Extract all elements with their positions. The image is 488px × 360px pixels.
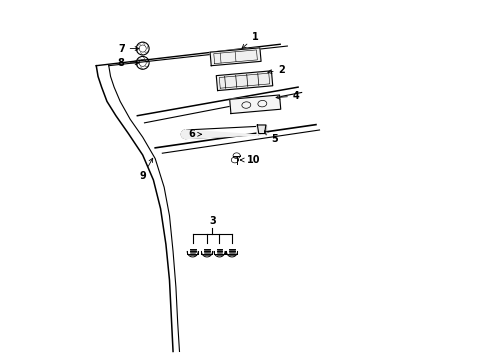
- Text: 7: 7: [118, 44, 139, 54]
- Text: 6: 6: [188, 129, 201, 139]
- Polygon shape: [181, 126, 261, 139]
- Polygon shape: [210, 48, 261, 66]
- Text: 4: 4: [276, 91, 299, 101]
- Text: 10: 10: [240, 155, 260, 165]
- Polygon shape: [257, 125, 265, 134]
- Text: 2: 2: [267, 65, 285, 75]
- Text: 3: 3: [208, 216, 215, 226]
- Text: 8: 8: [118, 58, 139, 68]
- Polygon shape: [216, 71, 272, 91]
- Text: 1: 1: [242, 32, 258, 48]
- Polygon shape: [229, 95, 280, 113]
- Polygon shape: [264, 125, 265, 134]
- Text: 5: 5: [264, 131, 277, 144]
- Text: 9: 9: [139, 158, 152, 181]
